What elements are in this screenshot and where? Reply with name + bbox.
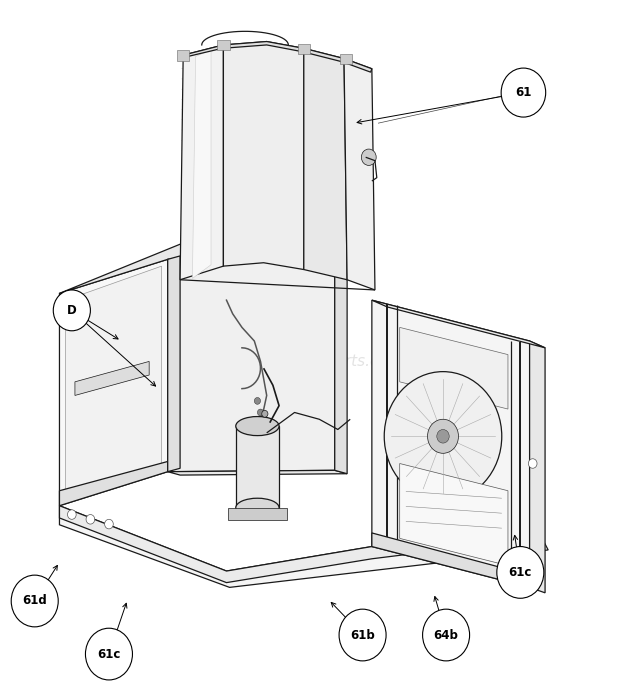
Bar	[177, 50, 189, 61]
Polygon shape	[60, 462, 168, 506]
Bar	[340, 54, 352, 64]
Circle shape	[339, 609, 386, 661]
Ellipse shape	[236, 499, 279, 517]
Circle shape	[11, 575, 58, 627]
Circle shape	[53, 290, 91, 331]
Polygon shape	[236, 426, 279, 508]
Circle shape	[361, 149, 376, 166]
Circle shape	[86, 514, 95, 524]
Circle shape	[497, 546, 544, 598]
Polygon shape	[372, 300, 545, 348]
Polygon shape	[192, 50, 211, 278]
Text: 61c: 61c	[97, 648, 121, 661]
Polygon shape	[66, 266, 162, 499]
Polygon shape	[60, 506, 536, 582]
Polygon shape	[372, 300, 529, 587]
Polygon shape	[335, 259, 347, 474]
Circle shape	[501, 68, 546, 117]
Polygon shape	[168, 471, 347, 475]
Circle shape	[428, 419, 458, 454]
Circle shape	[528, 459, 537, 469]
Polygon shape	[60, 225, 335, 293]
Text: D: D	[67, 304, 77, 317]
Circle shape	[68, 509, 76, 519]
Polygon shape	[60, 259, 168, 506]
Ellipse shape	[236, 417, 279, 436]
Circle shape	[257, 409, 264, 416]
Bar	[298, 44, 310, 54]
Polygon shape	[75, 361, 149, 396]
Polygon shape	[180, 45, 223, 280]
Circle shape	[86, 628, 133, 680]
Polygon shape	[344, 59, 375, 290]
Polygon shape	[223, 42, 304, 269]
Polygon shape	[168, 259, 335, 472]
Text: 61d: 61d	[22, 595, 47, 608]
Bar	[217, 40, 229, 50]
Polygon shape	[228, 508, 287, 520]
Polygon shape	[372, 533, 529, 587]
Circle shape	[384, 372, 502, 501]
Text: 61: 61	[515, 86, 531, 99]
Circle shape	[423, 609, 469, 661]
Polygon shape	[529, 341, 545, 593]
Polygon shape	[400, 327, 508, 409]
Text: 61c: 61c	[508, 566, 532, 579]
Polygon shape	[60, 506, 548, 587]
Text: 64b: 64b	[433, 629, 459, 642]
Circle shape	[105, 519, 113, 529]
Text: eReplacementParts.com: eReplacementParts.com	[216, 354, 404, 369]
Polygon shape	[182, 42, 372, 72]
Text: 61b: 61b	[350, 629, 375, 642]
Circle shape	[262, 411, 268, 417]
Polygon shape	[168, 256, 180, 472]
Polygon shape	[304, 48, 347, 280]
Circle shape	[254, 398, 260, 404]
Circle shape	[437, 430, 449, 443]
Polygon shape	[400, 464, 508, 565]
